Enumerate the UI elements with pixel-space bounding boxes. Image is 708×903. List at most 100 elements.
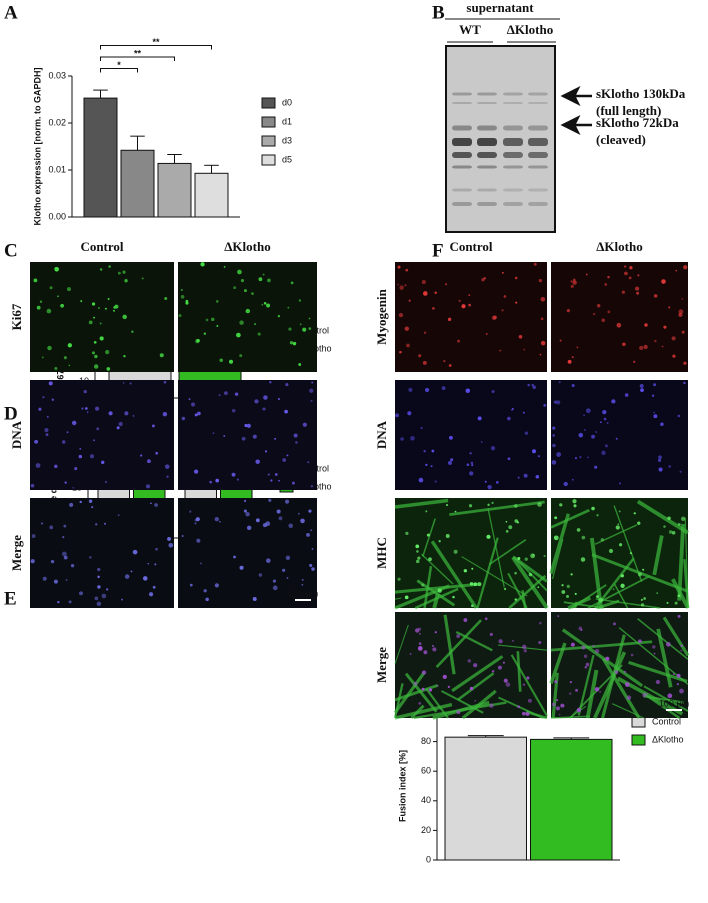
panel-label: A bbox=[4, 2, 18, 23]
cell bbox=[264, 450, 268, 453]
cell bbox=[653, 294, 658, 298]
micrograph-cells bbox=[30, 380, 170, 489]
cell bbox=[487, 484, 492, 490]
cell bbox=[585, 273, 588, 276]
cell bbox=[572, 499, 577, 504]
arrow-note: (full length) bbox=[596, 103, 661, 118]
cell bbox=[434, 631, 437, 634]
cell bbox=[239, 354, 243, 358]
cell bbox=[423, 450, 426, 453]
cell bbox=[637, 521, 641, 525]
cell bbox=[468, 303, 472, 307]
cell bbox=[257, 332, 261, 336]
cell bbox=[263, 395, 268, 400]
cell bbox=[665, 642, 671, 647]
cell bbox=[556, 400, 561, 405]
cell bbox=[131, 330, 134, 333]
cell bbox=[46, 308, 52, 314]
cell bbox=[285, 555, 291, 561]
column-header: ΔKlotho bbox=[596, 239, 642, 254]
myotube bbox=[613, 505, 643, 582]
legend-swatch bbox=[261, 116, 276, 128]
cell bbox=[680, 516, 686, 521]
blot-band bbox=[528, 92, 548, 96]
legend-swatch bbox=[631, 716, 646, 728]
cell bbox=[487, 503, 490, 507]
cell bbox=[555, 706, 561, 711]
cell bbox=[99, 322, 102, 325]
cell bbox=[418, 354, 422, 358]
cell bbox=[290, 281, 294, 285]
cell bbox=[539, 353, 542, 356]
myotube bbox=[394, 683, 439, 702]
cell bbox=[503, 587, 507, 591]
cell bbox=[471, 604, 474, 608]
cell bbox=[570, 280, 573, 283]
row-label: Myogenin bbox=[374, 288, 389, 344]
cell bbox=[642, 568, 645, 571]
cell bbox=[99, 268, 103, 271]
cell bbox=[81, 407, 84, 410]
cell bbox=[505, 530, 509, 533]
cell bbox=[672, 673, 675, 676]
cell bbox=[95, 523, 98, 526]
cell bbox=[64, 481, 67, 484]
cell bbox=[583, 414, 586, 417]
cell bbox=[601, 450, 606, 455]
cell bbox=[604, 283, 608, 286]
cell bbox=[167, 536, 172, 541]
cell bbox=[197, 411, 201, 416]
cell bbox=[454, 510, 457, 513]
cell bbox=[615, 437, 618, 440]
bar bbox=[530, 738, 613, 861]
cell bbox=[154, 563, 157, 566]
cell bbox=[683, 361, 687, 365]
cell bbox=[612, 622, 616, 626]
cell bbox=[66, 431, 69, 434]
cell bbox=[628, 276, 632, 280]
cell bbox=[473, 663, 478, 668]
cell bbox=[53, 579, 58, 584]
myotube bbox=[510, 654, 548, 717]
blot-band bbox=[477, 202, 497, 206]
cell bbox=[106, 367, 111, 371]
cell bbox=[540, 317, 544, 321]
cell bbox=[667, 693, 673, 699]
micrograph-cells bbox=[395, 383, 547, 490]
cell bbox=[399, 350, 402, 354]
micrograph-cells bbox=[397, 262, 546, 367]
cell bbox=[166, 475, 169, 478]
cell bbox=[301, 578, 304, 581]
myotube bbox=[671, 578, 690, 609]
cell bbox=[163, 380, 167, 384]
cell bbox=[83, 389, 87, 394]
cell bbox=[301, 583, 304, 586]
cell bbox=[503, 295, 507, 298]
cell bbox=[196, 338, 200, 343]
cell bbox=[618, 543, 623, 547]
myotube bbox=[652, 535, 664, 576]
cell bbox=[566, 584, 570, 589]
cell bbox=[537, 586, 540, 589]
y-tick-label: 20 bbox=[421, 825, 431, 835]
cell bbox=[574, 457, 577, 460]
cell bbox=[604, 444, 608, 448]
cell bbox=[223, 391, 228, 396]
cell bbox=[677, 522, 681, 526]
significance-label: * bbox=[117, 60, 121, 70]
cell bbox=[668, 530, 673, 534]
significance-label: ** bbox=[134, 48, 142, 58]
cell bbox=[148, 592, 154, 597]
cell bbox=[677, 614, 681, 618]
cell bbox=[505, 682, 511, 687]
cell bbox=[308, 327, 312, 330]
cell bbox=[277, 314, 281, 318]
cell bbox=[514, 571, 517, 575]
cell bbox=[54, 267, 57, 269]
cell bbox=[251, 292, 254, 295]
blot-band bbox=[452, 165, 472, 169]
cell bbox=[67, 343, 73, 348]
myotube bbox=[637, 618, 689, 660]
legend-label: Control bbox=[652, 716, 681, 726]
cell bbox=[616, 322, 622, 328]
